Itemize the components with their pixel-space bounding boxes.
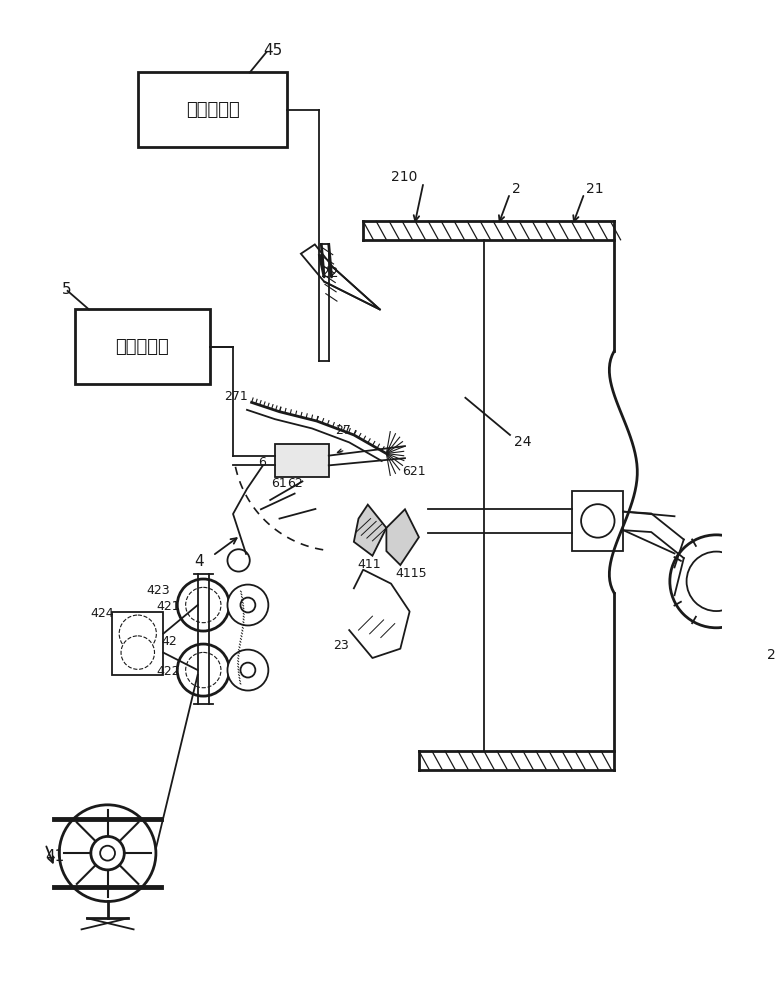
Text: 22: 22 (321, 266, 339, 280)
Circle shape (59, 805, 156, 901)
Text: 26: 26 (767, 648, 776, 662)
Circle shape (194, 596, 213, 614)
Circle shape (185, 587, 221, 623)
Text: 42: 42 (161, 635, 177, 648)
Text: 423: 423 (147, 584, 170, 597)
Circle shape (125, 621, 151, 647)
Text: 气体供应源: 气体供应源 (185, 101, 240, 119)
Circle shape (185, 652, 221, 688)
Text: 421: 421 (157, 600, 181, 613)
Text: 4: 4 (194, 554, 203, 569)
Circle shape (126, 641, 149, 664)
Circle shape (121, 636, 154, 669)
Text: 45: 45 (264, 43, 283, 58)
Circle shape (91, 836, 124, 870)
Circle shape (100, 846, 115, 861)
Text: 621: 621 (402, 465, 426, 478)
Text: 电源供应器: 电源供应器 (116, 338, 169, 356)
Text: 5: 5 (62, 282, 71, 297)
Text: 4115: 4115 (396, 567, 428, 580)
Polygon shape (301, 244, 380, 309)
Text: 210: 210 (391, 170, 417, 184)
Circle shape (177, 579, 230, 631)
Text: 271: 271 (223, 390, 248, 403)
Text: 6: 6 (258, 456, 266, 469)
Text: 23: 23 (334, 639, 349, 652)
Circle shape (227, 549, 250, 572)
Text: 422: 422 (157, 665, 181, 678)
Circle shape (227, 650, 268, 691)
Bar (275, 444, 329, 477)
Circle shape (194, 661, 213, 679)
Text: 2: 2 (512, 182, 521, 196)
Circle shape (227, 585, 268, 625)
Text: 21: 21 (586, 182, 604, 196)
Text: 61: 61 (271, 477, 287, 490)
Circle shape (670, 535, 763, 628)
Circle shape (241, 663, 255, 678)
Circle shape (177, 644, 230, 696)
Text: 424: 424 (91, 607, 115, 620)
Polygon shape (354, 505, 386, 556)
Circle shape (687, 552, 746, 611)
Bar (138, 72, 287, 147)
Circle shape (581, 504, 615, 538)
Bar (113, 612, 163, 675)
Bar (572, 491, 623, 551)
Text: 24: 24 (514, 435, 532, 449)
Text: 41: 41 (45, 849, 64, 864)
Polygon shape (386, 509, 419, 565)
Circle shape (241, 598, 255, 612)
Text: 27: 27 (335, 424, 352, 437)
Circle shape (120, 615, 157, 652)
Text: 411: 411 (358, 558, 381, 571)
Bar (75, 309, 210, 384)
Text: 62: 62 (287, 477, 303, 490)
